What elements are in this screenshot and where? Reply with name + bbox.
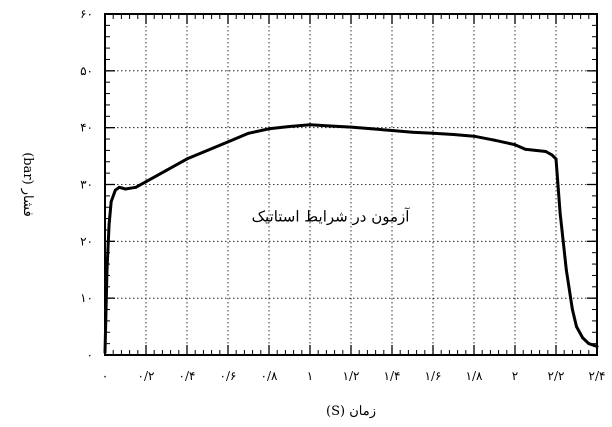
data-point [288, 125, 291, 128]
data-point [185, 157, 189, 161]
data-point [165, 168, 168, 172]
axis-ticks [104, 13, 598, 356]
x-tick-label: ۲/۲ [548, 369, 565, 383]
data-point [329, 124, 332, 128]
data-point [452, 133, 455, 136]
y-tick-label: ۱۰ [80, 291, 93, 305]
y-tick-label: ۳۰ [80, 178, 93, 192]
data-point [308, 123, 312, 127]
data-point [226, 140, 230, 144]
tick-labels: ۰ ۰/۲ ۰/۴ ۰/۶ ۰/۸ ۱ ۱/۲ ۱/۴ ۱/۶ ۱/۸ ۲ ۲/۲ ۲/۴ ۰ ۱۰ ۲۰ ۳۰… [80, 7, 605, 383]
data-point [493, 138, 496, 142]
x-tick-label: ۱/۲ [343, 369, 360, 383]
x-tick-label: ۰/۲ [138, 369, 155, 383]
x-tick-label: ۰/۸ [261, 369, 278, 383]
x-tick-label: ۱/۴ [384, 369, 401, 383]
data-point [472, 134, 476, 138]
data-point [431, 131, 435, 135]
x-axis-label: زمان (S) [326, 404, 376, 419]
data-point [113, 188, 117, 192]
chart-annotation: آزمون در شرایط استاتیک [252, 207, 411, 225]
x-tick-label: ۲/۴ [589, 369, 606, 383]
x-tick-label: ۰/۶ [220, 369, 237, 383]
data-point [247, 131, 250, 135]
y-tick-label: ۵۰ [80, 64, 93, 78]
y-tick-label: ۶۰ [80, 7, 93, 21]
data-point [267, 127, 271, 131]
data-point [575, 325, 578, 328]
data-point [109, 200, 113, 203]
data-point [107, 222, 111, 226]
data-point [513, 143, 517, 147]
series-layer [103, 123, 599, 354]
data-point [564, 268, 568, 272]
x-tick-label: ۰ [102, 369, 108, 383]
data-point [144, 180, 148, 184]
data-point [206, 149, 209, 152]
data-point [534, 149, 537, 152]
data-point [117, 185, 121, 189]
x-tick-label: ۰/۴ [179, 369, 196, 383]
y-axis-label: فشار (bar) [20, 152, 35, 217]
data-point [390, 129, 394, 132]
data-point [523, 147, 527, 151]
x-tick-label: ۱ [307, 369, 313, 383]
x-tick-label: ۲ [512, 369, 518, 383]
data-point [544, 150, 548, 153]
data-point [370, 127, 373, 131]
x-tick-label: ۱/۶ [425, 369, 442, 383]
data-point [550, 153, 554, 157]
data-point [571, 308, 574, 311]
data-point [554, 157, 558, 161]
data-point [105, 268, 109, 272]
data-point [411, 130, 414, 134]
data-point [134, 185, 138, 189]
y-tick-label: ۰ [87, 348, 93, 362]
data-point [558, 211, 562, 215]
data-point [349, 125, 353, 129]
plot-frame [104, 13, 598, 356]
grid [105, 14, 597, 355]
x-tick-label: ۱/۸ [466, 369, 483, 383]
y-tick-label: ۲۰ [80, 234, 93, 248]
y-tick-label: ۴۰ [80, 121, 93, 135]
data-point [587, 342, 591, 345]
data-point [124, 187, 127, 191]
data-point [581, 336, 585, 340]
